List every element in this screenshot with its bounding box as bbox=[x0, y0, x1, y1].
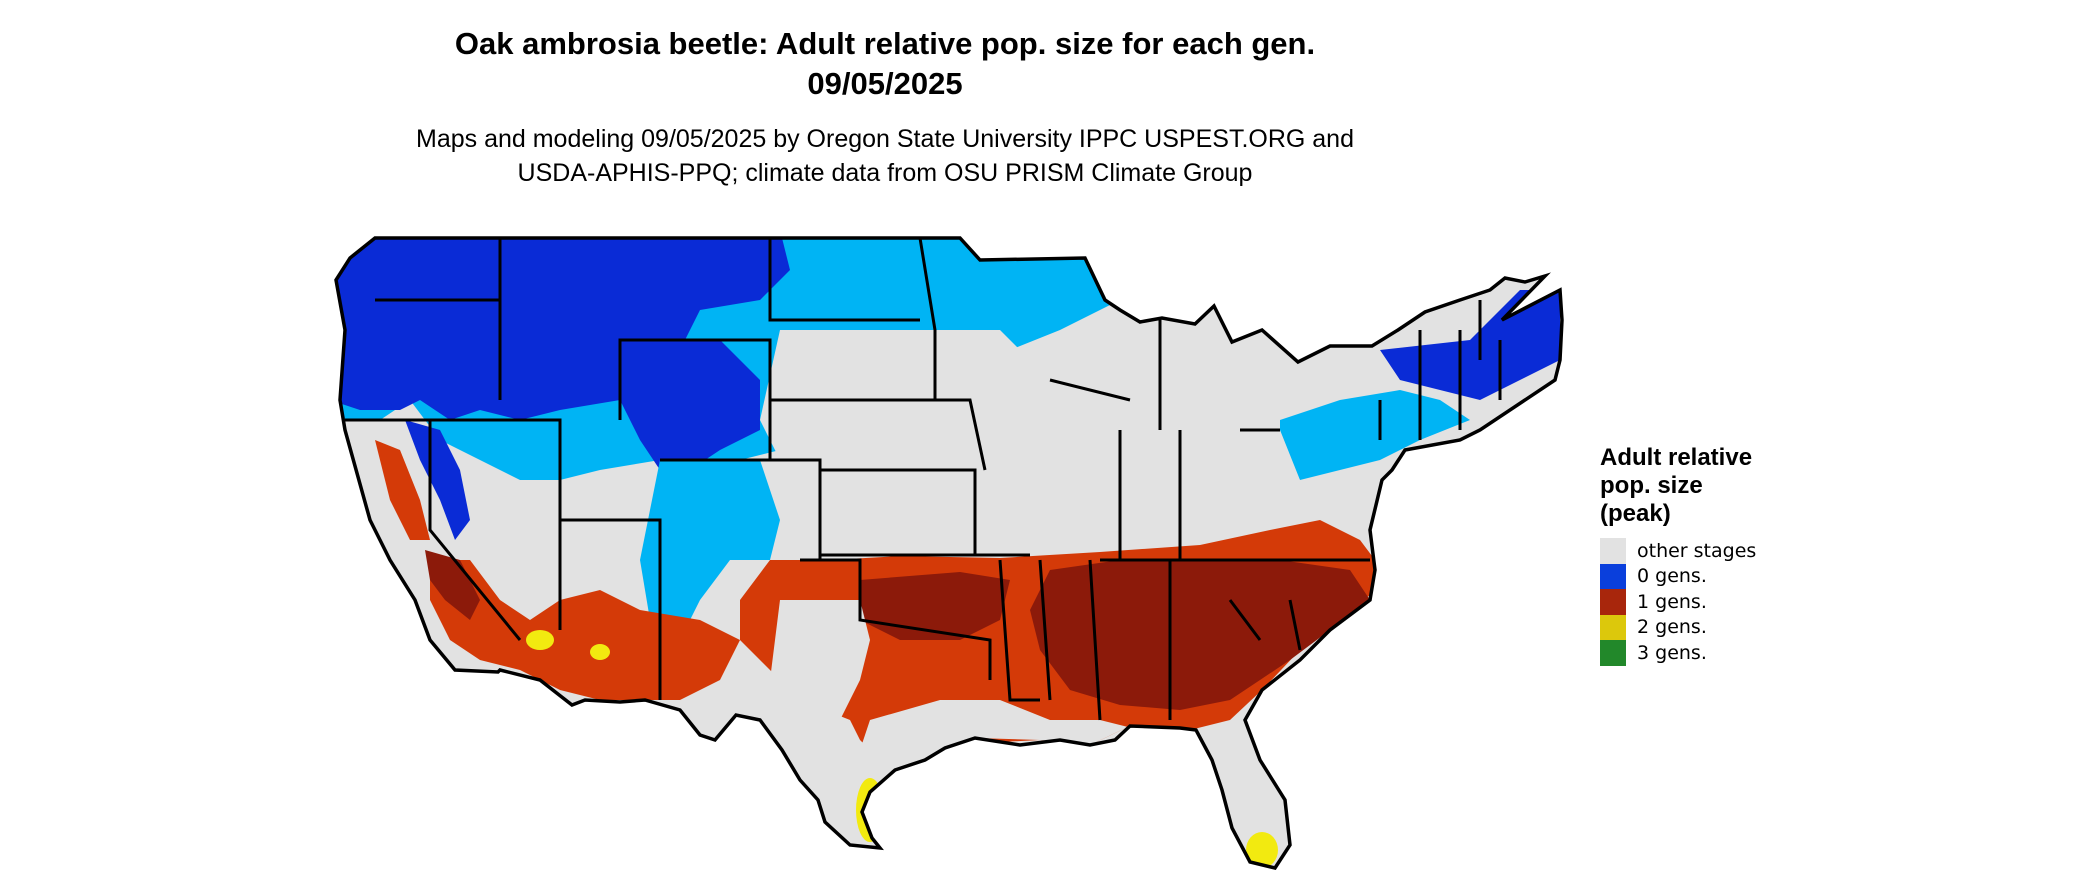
warm-zone-california-valley bbox=[375, 440, 430, 540]
subtitle-line-1: Maps and modeling 09/05/2025 by Oregon S… bbox=[416, 125, 1354, 153]
title-line-2: 09/05/2025 bbox=[807, 66, 963, 101]
map-legend: Adult relative pop. size (peak) other st… bbox=[1600, 444, 1800, 666]
warm-zone-southwest bbox=[430, 560, 740, 700]
legend-title-line: pop. size bbox=[1600, 472, 1703, 499]
legend-item-3-gens: 3 gens. bbox=[1600, 640, 1800, 666]
subtitle-line-2: USDA-APHIS-PPQ; climate data from OSU PR… bbox=[517, 159, 1253, 187]
state-boundaries bbox=[334, 236, 1564, 870]
legend-swatch bbox=[1600, 589, 1626, 615]
legend-label: other stages bbox=[1637, 539, 1757, 562]
title-line-1: Oak ambrosia beetle: Adult relative pop.… bbox=[454, 26, 1316, 61]
warm-zone-dark-ozarks bbox=[860, 572, 1010, 640]
plains-other-stages bbox=[760, 330, 1300, 565]
gulf-coast-other-stages bbox=[850, 700, 1260, 865]
map-subtitle: Maps and modeling 09/05/2025 by Oregon S… bbox=[0, 122, 1770, 190]
legend-swatch bbox=[1600, 640, 1626, 666]
map-title: Oak ambrosia beetle: Adult relative pop.… bbox=[0, 24, 1770, 104]
two-gens-area-arizona bbox=[526, 630, 554, 650]
two-gens-area-arizona-east bbox=[590, 644, 610, 660]
legend-title: Adult relative pop. size (peak) bbox=[1600, 444, 1800, 528]
cold-zone-sierra bbox=[405, 420, 470, 540]
legend-item-other-stages: other stages bbox=[1600, 538, 1800, 564]
legend-label: 1 gens. bbox=[1637, 590, 1707, 613]
legend-title-line: Adult relative bbox=[1600, 444, 1753, 471]
cold-zone-dark-north bbox=[336, 238, 790, 420]
legend-label: 3 gens. bbox=[1637, 641, 1707, 664]
legend-item-1-gens: 1 gens. bbox=[1600, 589, 1800, 615]
cold-zone-light-northeast bbox=[1280, 390, 1470, 480]
cold-zone-colorado bbox=[640, 460, 780, 640]
legend-title-line: (peak) bbox=[1600, 500, 1671, 527]
legend-swatch bbox=[1600, 614, 1626, 640]
warm-zone-dark-california bbox=[425, 550, 480, 620]
cold-zone-dark-rockies bbox=[620, 340, 760, 470]
two-gens-area-south-florida bbox=[1246, 832, 1278, 868]
warm-zone-dark-southeast bbox=[1030, 560, 1370, 710]
legend-label: 2 gens. bbox=[1637, 616, 1707, 639]
legend-item-2-gens: 2 gens. bbox=[1600, 614, 1800, 640]
legend-item-0-gens: 0 gens. bbox=[1600, 563, 1800, 589]
legend-swatch bbox=[1600, 538, 1626, 564]
cold-zone-dark-northeast bbox=[1380, 290, 1560, 400]
texas-other-stages bbox=[770, 600, 870, 740]
legend-label: 0 gens. bbox=[1637, 565, 1707, 588]
legend-swatch bbox=[1600, 563, 1626, 589]
